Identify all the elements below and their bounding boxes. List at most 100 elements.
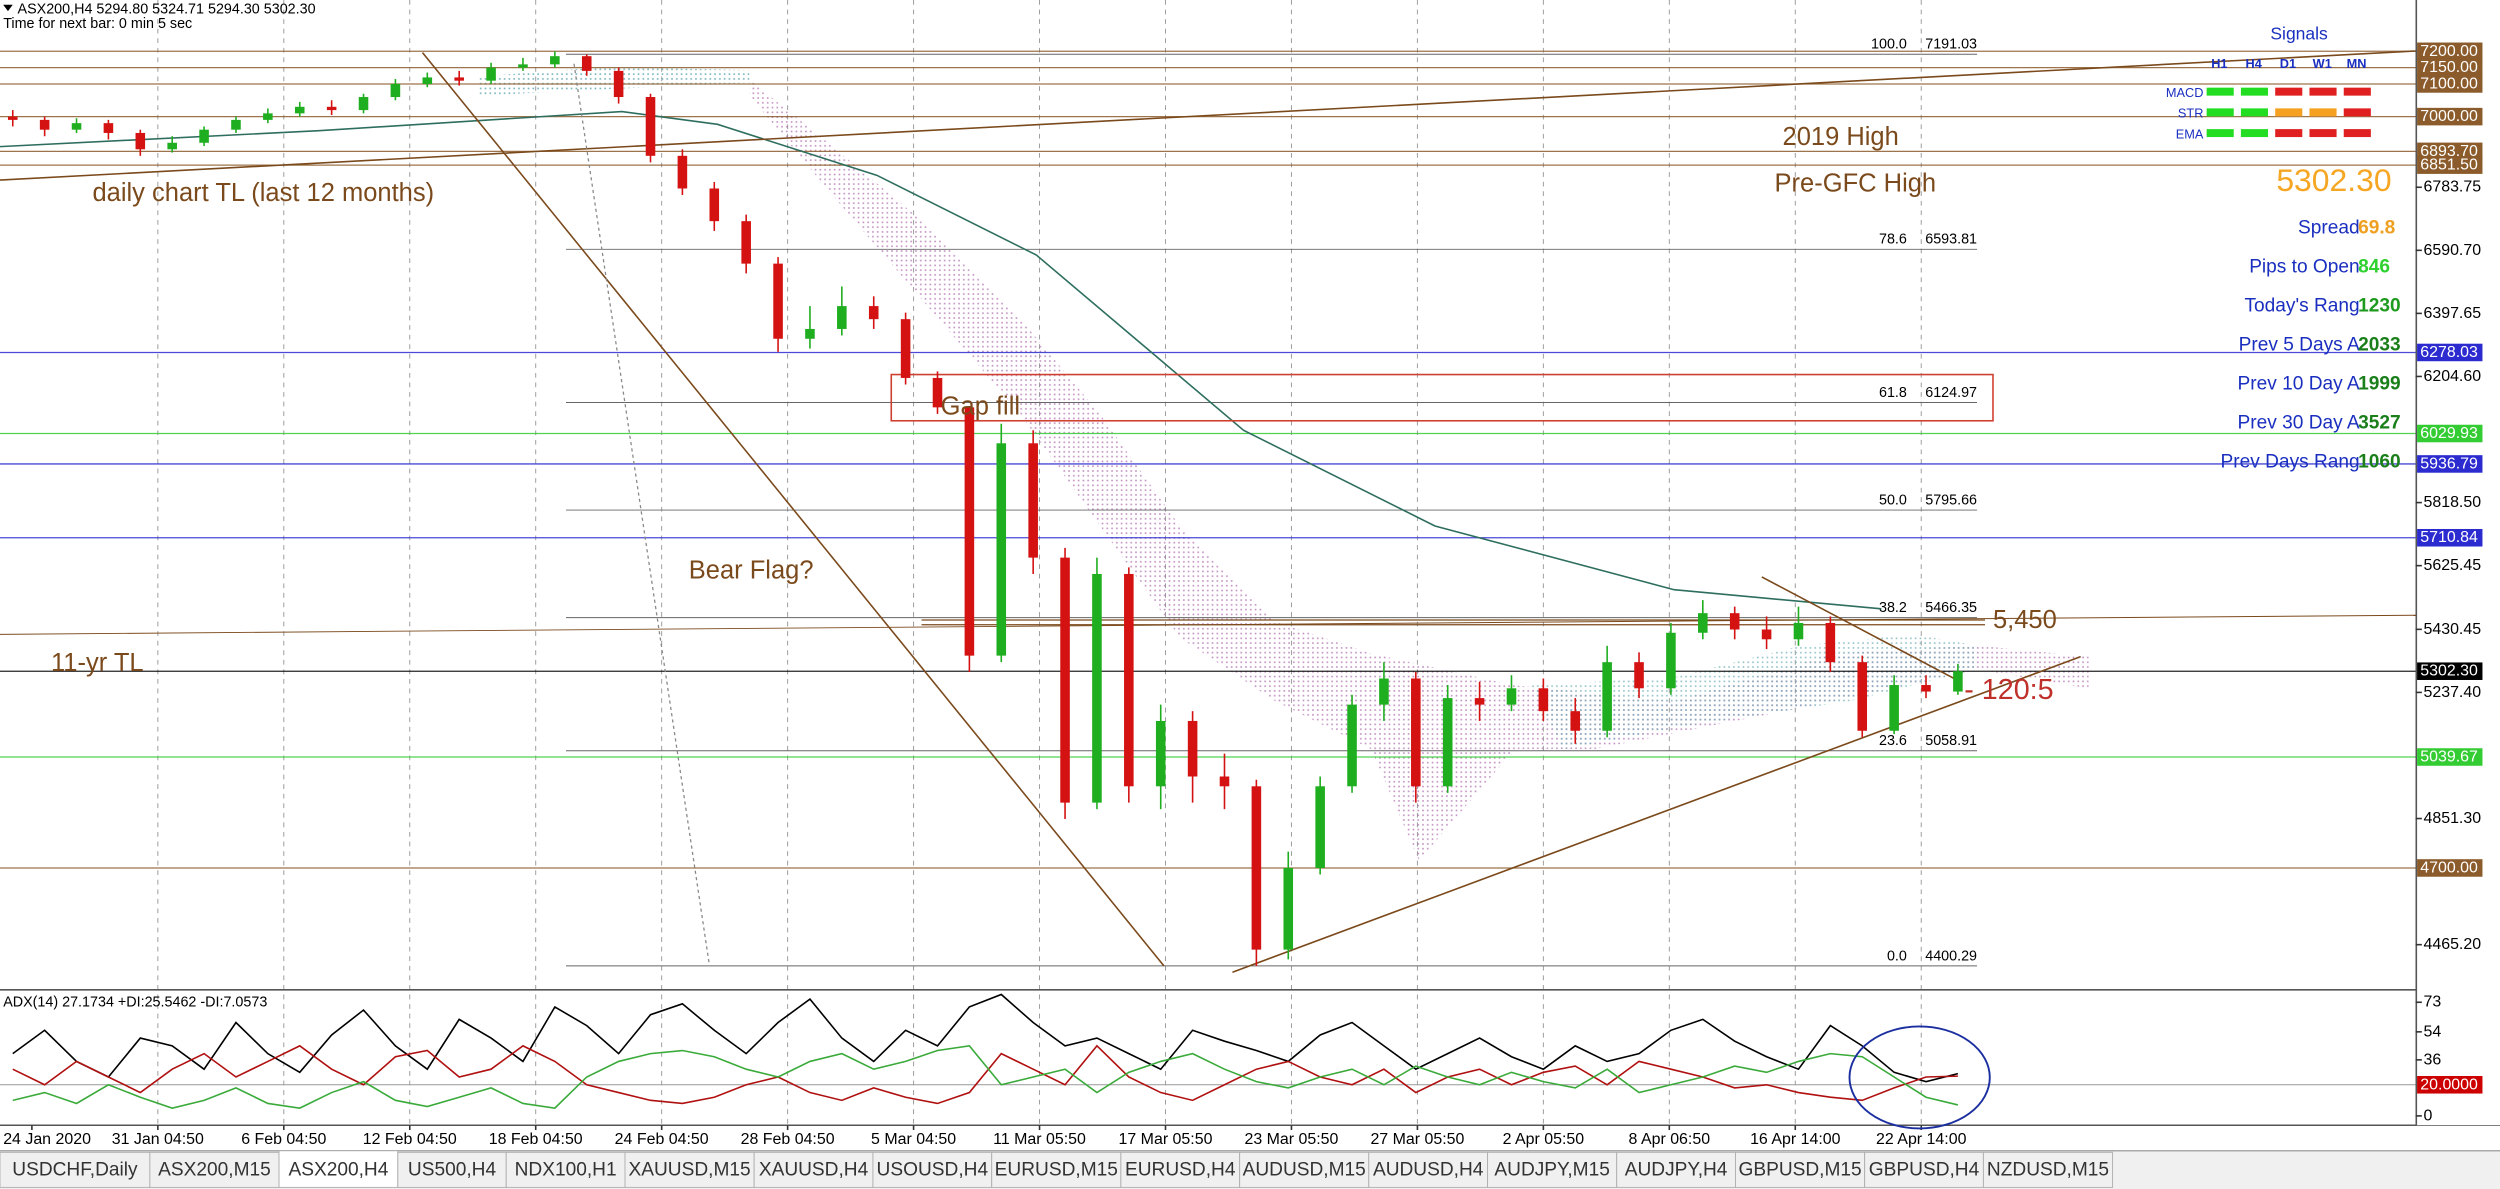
signal-cell [2206, 129, 2234, 138]
candle-layer [7, 51, 1963, 966]
candle-body [486, 67, 496, 81]
y-tick-label: 6590.70 [2423, 242, 2481, 259]
tab-label[interactable]: AUDJPY,M15 [1494, 1159, 1609, 1180]
stat-label: Today's Rang [2244, 296, 2359, 317]
signal-row-label: MACD [2166, 85, 2204, 100]
tab[interactable] [278, 1150, 399, 1188]
level-layer [0, 50, 2416, 869]
signals-panel: Signals H1 H4 D1 W1 MN MACD STR EMA 5302.30 Spread… [2166, 23, 2401, 472]
fib-price: 6593.81 [1925, 232, 1977, 248]
annotation: 11-yr TL [51, 649, 144, 677]
tab-label[interactable]: AUDUSD,M15 [1243, 1159, 1366, 1180]
level-box [2417, 58, 2483, 77]
candle-body [294, 106, 305, 114]
signal-column: H4 [2246, 56, 2263, 71]
tab[interactable] [149, 1151, 280, 1188]
collapse-icon[interactable] [3, 4, 13, 12]
tab-label[interactable]: XAUUSD,M15 [628, 1159, 750, 1180]
y-tick-label: 54 [2423, 1023, 2441, 1040]
y-tick-label: 4851.30 [2423, 810, 2481, 827]
tab[interactable] [1864, 1151, 1984, 1188]
level-box [2417, 107, 2483, 126]
candle-body [613, 70, 624, 98]
tab-label[interactable]: USDCHF,Daily [12, 1159, 138, 1180]
tab-label[interactable]: XAUUSD,H4 [759, 1159, 869, 1180]
tab-layer: USDCHF,Daily ASX200,M15 ASX200,H4 US500,H4 N… [0, 1150, 2114, 1188]
trend-line [0, 50, 2416, 181]
candle-body [1060, 557, 1070, 803]
fib-price: 4400.29 [1925, 948, 1977, 964]
tab-label[interactable]: GBPUSD,M15 [1738, 1159, 1861, 1180]
candle-body [1602, 662, 1612, 731]
tab[interactable] [1487, 1151, 1618, 1188]
candle-body [837, 306, 847, 329]
tab[interactable] [1982, 1151, 2114, 1188]
candle-body [805, 328, 815, 339]
candle-body [773, 263, 783, 339]
y-tick-label: 6783.75 [2423, 179, 2481, 196]
trend-line [1761, 576, 1962, 683]
symbol-quote: ASX200,H4 5294.80 5324.71 5294.30 5302.3… [18, 2, 316, 18]
tab[interactable] [1120, 1151, 1241, 1188]
tab[interactable] [0, 1151, 151, 1188]
level-box [2417, 1076, 2483, 1094]
stat-label: Prev 30 Day A [2238, 413, 2360, 434]
level-box [2417, 859, 2483, 877]
level-label: 4700.00 [2420, 859, 2478, 876]
tab[interactable] [1239, 1151, 1370, 1188]
tab-label[interactable]: EURUSD,M15 [995, 1159, 1118, 1180]
candle-body [1506, 688, 1517, 705]
signal-cell [2343, 108, 2371, 117]
tab-label[interactable]: NDX100,H1 [515, 1159, 617, 1180]
tab[interactable] [624, 1151, 755, 1188]
tab-label[interactable]: AUDUSD,H4 [1373, 1159, 1484, 1180]
fib-price: 5795.66 [1925, 492, 1977, 508]
tab-label[interactable]: EURUSD,H4 [1125, 1159, 1236, 1180]
trend-line [421, 52, 1165, 967]
candle-body [358, 97, 369, 111]
x-tick-label: 23 Mar 05:50 [1244, 1131, 1338, 1148]
tab[interactable] [1616, 1151, 1736, 1188]
candle-body [167, 142, 177, 150]
x-tick-label: 12 Feb 04:50 [363, 1131, 457, 1148]
candle-body [1379, 678, 1389, 705]
tab[interactable] [1735, 1151, 1866, 1188]
candle-body [1825, 622, 1836, 663]
stat-label: Prev 10 Day A [2238, 374, 2360, 395]
stat-label: Prev Days Rang [2221, 452, 2360, 473]
x-tick-label: 2 Apr 05:50 [1503, 1131, 1585, 1148]
signal-cell [2206, 108, 2234, 117]
tab-label[interactable]: NZDUSD,M15 [1987, 1159, 2109, 1180]
candle-body [550, 56, 560, 65]
tab[interactable] [505, 1151, 626, 1188]
tab-label[interactable]: US500,H4 [408, 1159, 497, 1180]
candle-body [1857, 662, 1868, 731]
tab-label[interactable]: USOUSD,H4 [877, 1159, 989, 1180]
tab[interactable] [991, 1151, 1122, 1188]
x-tick-label: 6 Feb 04:50 [241, 1131, 326, 1148]
x-tick-label: 16 Apr 14:00 [1750, 1131, 1841, 1148]
level-label: 6278.03 [2420, 344, 2478, 361]
tab-label[interactable]: ASX200,H4 [288, 1159, 388, 1180]
candle-body [868, 306, 879, 320]
fib-level: 100.0 [1871, 37, 1907, 53]
tab-label[interactable]: ASX200,M15 [158, 1159, 271, 1180]
stat-value: 2033 [2358, 335, 2401, 356]
level-label: 5710.84 [2420, 529, 2478, 546]
signal-cell [2240, 108, 2269, 117]
tab-label[interactable]: AUDJPY,H4 [1625, 1159, 1728, 1180]
y-tick-label: 5818.50 [2423, 494, 2481, 511]
y-tick-label: 5625.45 [2423, 557, 2481, 574]
tab-label[interactable]: GBPUSD,H4 [1869, 1159, 1980, 1180]
candle-body [103, 123, 114, 133]
level-label: 7150.00 [2420, 59, 2478, 76]
signal-column: H1 [2211, 56, 2227, 71]
annotation: daily chart TL (last 12 months) [92, 179, 434, 207]
candle-body [996, 443, 1007, 656]
stat-value: 1060 [2358, 452, 2401, 473]
level-label: 7100.00 [2420, 75, 2478, 92]
candle-body [326, 106, 337, 111]
tab[interactable] [397, 1151, 507, 1188]
y-tick-label: 36 [2423, 1051, 2441, 1068]
